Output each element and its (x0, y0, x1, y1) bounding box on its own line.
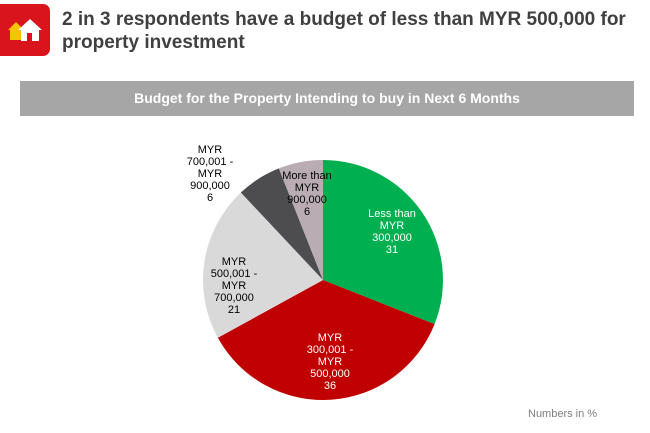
slice-label: MYR 700,001 - MYR 900,000 6 (170, 144, 250, 204)
slice-label: Less than MYR 300,000 31 (352, 208, 432, 256)
house-icon (8, 19, 42, 41)
slice-label: MYR 500,001 - MYR 700,000 21 (194, 256, 274, 316)
pie-slice (240, 168, 323, 280)
slice-label-line: 300,001 - (306, 344, 354, 356)
slice-label-line: 700,000 (214, 292, 254, 304)
slice-label-line: 500,001 - (210, 268, 258, 280)
slice-label-line: MYR (294, 182, 320, 194)
pie-slice (278, 160, 323, 280)
slice-value: 31 (385, 244, 399, 256)
slice-label-line: MYR (197, 168, 223, 180)
slice-label-line: 700,001 - (186, 156, 234, 168)
chart-note: Numbers in % (528, 408, 598, 420)
slice-value: 6 (206, 192, 214, 204)
slice-label-line: More than (282, 170, 332, 182)
slice-label-line: 900,000 (287, 194, 327, 206)
slice-label-line: MYR (221, 256, 247, 268)
slice-label-line: 900,000 (190, 180, 230, 192)
pie-slice (202, 192, 323, 338)
slice-label-line: MYR (221, 280, 247, 292)
slice-value: 36 (323, 380, 337, 392)
slice-label: More than MYR 900,000 6 (267, 170, 347, 218)
slice-value: 21 (227, 304, 241, 316)
slice-label-line: MYR (317, 332, 343, 344)
logo-badge (0, 4, 50, 56)
slice-label-line: MYR (197, 144, 223, 156)
page-title: 2 in 3 respondents have a budget of less… (62, 9, 626, 53)
slice-value: 6 (303, 206, 311, 218)
slice-label-line: 300,000 (372, 232, 412, 244)
slice-label-line: Less than (368, 208, 416, 220)
slice-label: MYR 300,001 - MYR 500,000 36 (290, 332, 370, 392)
slice-label-line: MYR (379, 220, 405, 232)
chart-title: Budget for the Property Intending to buy… (20, 81, 634, 116)
slice-label-line: 500,000 (310, 368, 350, 380)
pie-slice (217, 280, 435, 401)
slice-label-line: MYR (317, 356, 343, 368)
pie-slice (323, 160, 444, 325)
